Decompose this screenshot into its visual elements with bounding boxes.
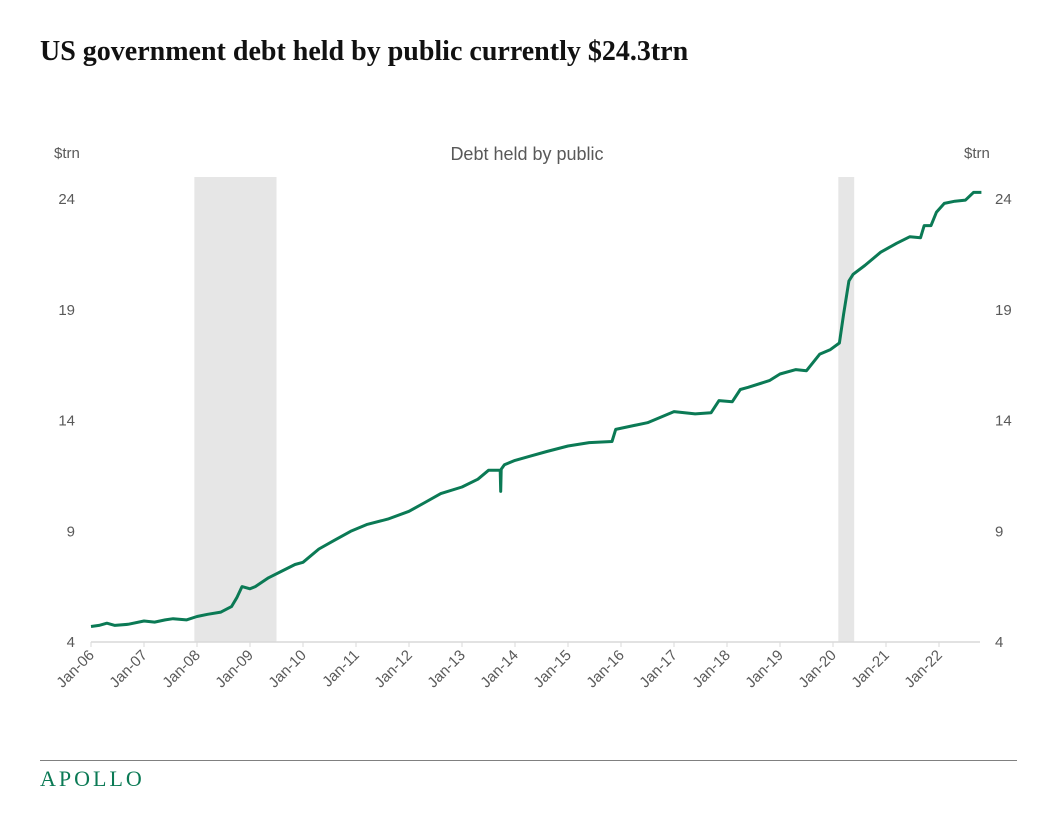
- x-tick-label: Jan-20: [795, 647, 839, 691]
- x-tick-label: Jan-08: [159, 647, 203, 691]
- y-tick-left: 24: [58, 191, 75, 208]
- x-tick-label: Jan-19: [742, 647, 786, 691]
- y-tick-right: 14: [995, 413, 1012, 430]
- x-tick-label: Jan-12: [371, 647, 415, 691]
- y-tick-left: 14: [58, 413, 75, 430]
- y-tick-right: 24: [995, 191, 1012, 208]
- recession-band: [194, 177, 277, 642]
- debt-line: [90, 190, 982, 628]
- y-tick-left: 4: [67, 634, 75, 651]
- x-tick-label: Jan-09: [212, 647, 256, 691]
- x-tick-label: Jan-10: [265, 647, 309, 691]
- series-title: Debt held by public: [450, 144, 603, 164]
- y-tick-left: 9: [67, 523, 75, 540]
- apollo-logo: APOLLO: [40, 766, 145, 791]
- y-axis-label-left: $trn: [54, 145, 80, 162]
- series-line: [90, 190, 982, 628]
- footer-divider: [40, 760, 1017, 761]
- x-tick-label: Jan-15: [530, 647, 574, 691]
- x-tick-label: Jan-14: [477, 647, 521, 691]
- debt-chart: $trn $trn Debt held by public 4 4 9 9 14 14 19…: [53, 144, 1012, 691]
- x-tick-label: Jan-11: [319, 647, 363, 691]
- chart-title: US government debt held by public curren…: [40, 36, 689, 67]
- recession-shading: [194, 177, 855, 642]
- x-tick-label: Jan-13: [424, 647, 468, 691]
- x-tick-label: Jan-22: [901, 647, 945, 691]
- x-tick-label: Jan-17: [636, 647, 680, 691]
- y-axis-label-right: $trn: [964, 145, 990, 162]
- x-tick-label: Jan-18: [689, 647, 733, 691]
- recession-band: [838, 177, 855, 642]
- y-tick-right: 4: [995, 634, 1003, 651]
- x-tick-label: Jan-06: [53, 647, 97, 691]
- x-tick-label: Jan-21: [848, 647, 892, 691]
- y-tick-right: 19: [995, 302, 1012, 319]
- x-tick-label: Jan-16: [583, 647, 627, 691]
- y-tick-right: 9: [995, 523, 1003, 540]
- x-tick-label: Jan-07: [106, 647, 150, 691]
- y-tick-left: 19: [58, 302, 75, 319]
